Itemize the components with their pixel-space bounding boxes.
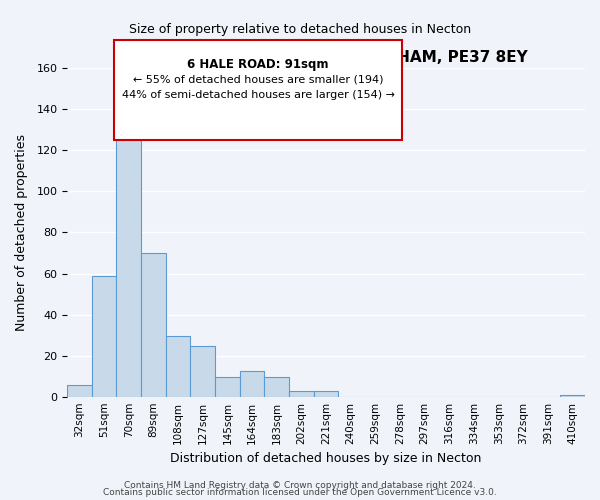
Bar (116, 138, 141, 398)
Bar (92, 276, 116, 398)
Text: Contains HM Land Registry data © Crown copyright and database right 2024.: Contains HM Land Registry data © Crown c… (124, 480, 476, 490)
Title: 6, HALE ROAD, NECTON, SWAFFHAM, PE37 8EY: 6, HALE ROAD, NECTON, SWAFFHAM, PE37 8EY (125, 50, 527, 65)
Text: Contains public sector information licensed under the Open Government Licence v3: Contains public sector information licen… (103, 488, 497, 497)
Text: 6 HALE ROAD: 91sqm: 6 HALE ROAD: 91sqm (187, 58, 329, 70)
Text: Size of property relative to detached houses in Necton: Size of property relative to detached ho… (129, 22, 471, 36)
Text: 44% of semi-detached houses are larger (154) →: 44% of semi-detached houses are larger (… (121, 90, 395, 100)
X-axis label: Distribution of detached houses by size in Necton: Distribution of detached houses by size … (170, 452, 482, 465)
Bar (166, 336, 190, 398)
Bar (240, 370, 265, 398)
Bar (141, 253, 166, 398)
Bar (314, 391, 338, 398)
Y-axis label: Number of detached properties: Number of detached properties (15, 134, 28, 331)
Bar (215, 377, 240, 398)
Bar (289, 391, 314, 398)
Bar (190, 346, 215, 398)
Text: ← 55% of detached houses are smaller (194): ← 55% of detached houses are smaller (19… (133, 74, 383, 84)
Bar (265, 377, 289, 398)
Bar (560, 396, 585, 398)
Bar (67, 385, 92, 398)
